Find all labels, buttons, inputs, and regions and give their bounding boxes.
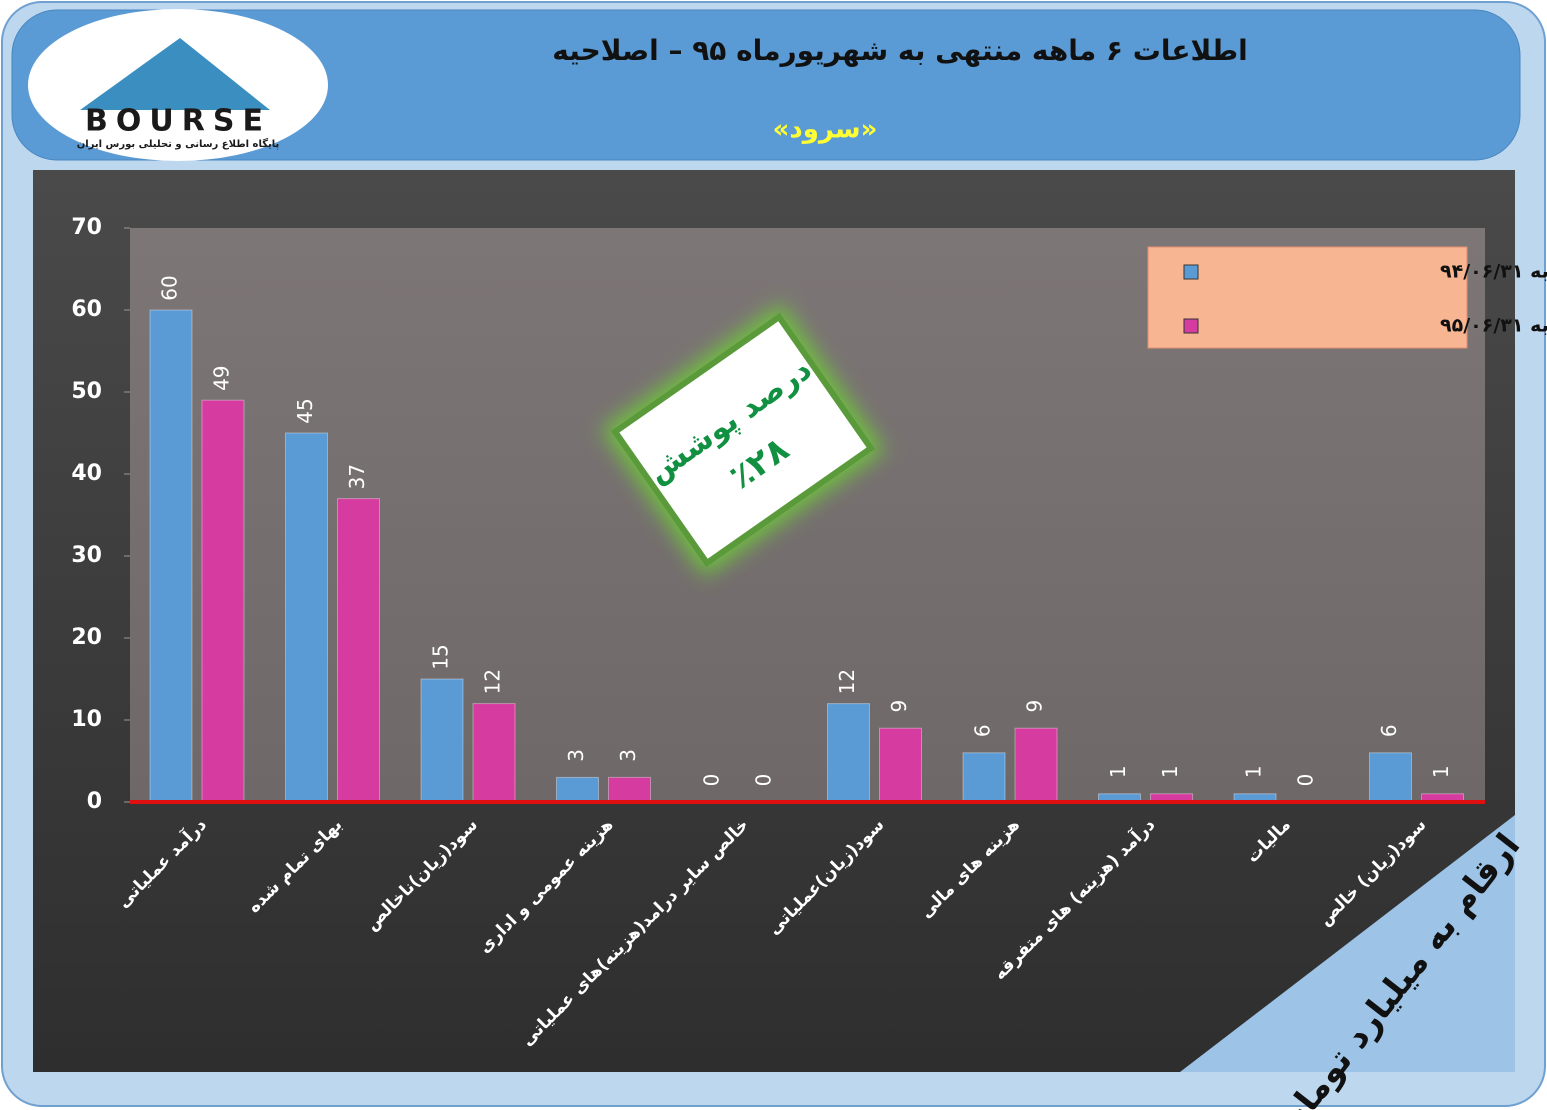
bar [337,498,380,803]
chart-title: اطلاعات ۶ ماهه منتهی به شهریورماه ۹۵ – ا… [552,34,1248,67]
data-label: 9 [1023,700,1047,713]
bar [201,399,245,803]
data-label: 15 [429,644,453,669]
data-label: 1 [1242,765,1266,778]
y-tick-label: 40 [71,461,102,486]
y-tick-label: 60 [71,297,102,322]
data-label: 6 [1377,724,1401,737]
data-label: 0 [752,774,776,787]
logo-shape [80,38,270,110]
data-label: 3 [616,749,640,762]
data-label: 1 [1429,765,1453,778]
y-tick-label: 0 [87,789,102,814]
data-label: 9 [887,700,911,713]
bar [472,703,516,803]
legend [1147,246,1468,349]
bar [556,776,599,803]
y-tick-label: 70 [71,215,102,240]
logo-name: BOURSE [85,104,271,139]
chart-subtitle: «سرود» [773,115,878,145]
header [11,9,1521,161]
bar [827,703,870,803]
legend-swatch [1183,318,1199,334]
data-label: 0 [1294,774,1318,787]
bar [1369,752,1412,803]
data-label: 1 [1158,765,1182,778]
data-label: 3 [564,749,588,762]
data-label: 37 [345,464,369,489]
bar [879,727,922,803]
bar [1014,727,1058,803]
bar [420,678,464,803]
data-label: 49 [210,365,234,390]
y-tick-label: 50 [71,379,102,404]
data-label: 1 [1106,765,1130,778]
bar [962,752,1006,803]
legend-label: ۶ ماهه منتهی به ۹۴/۰۶/۳۱ [1440,261,1547,283]
logo-tagline: پایگاه اطلاع رسانی و تحلیلی بورس ایران [77,137,280,150]
data-label: 12 [481,669,505,694]
data-label: 45 [293,398,317,423]
legend-label: ۶ ماهه منتهی به ۹۵/۰۶/۳۱ [1440,315,1547,337]
bar [285,432,328,803]
units-corner [1180,815,1515,1072]
y-tick-label: 20 [71,625,102,650]
data-label: 0 [700,774,724,787]
y-tick-label: 10 [71,707,102,732]
data-label: 12 [835,669,859,694]
data-label: 60 [158,275,182,300]
legend-swatch [1183,264,1199,280]
annotation-box [611,312,875,568]
y-tick-label: 30 [71,543,102,568]
data-label: 6 [971,724,995,737]
bar [149,309,193,803]
bar [608,776,651,803]
